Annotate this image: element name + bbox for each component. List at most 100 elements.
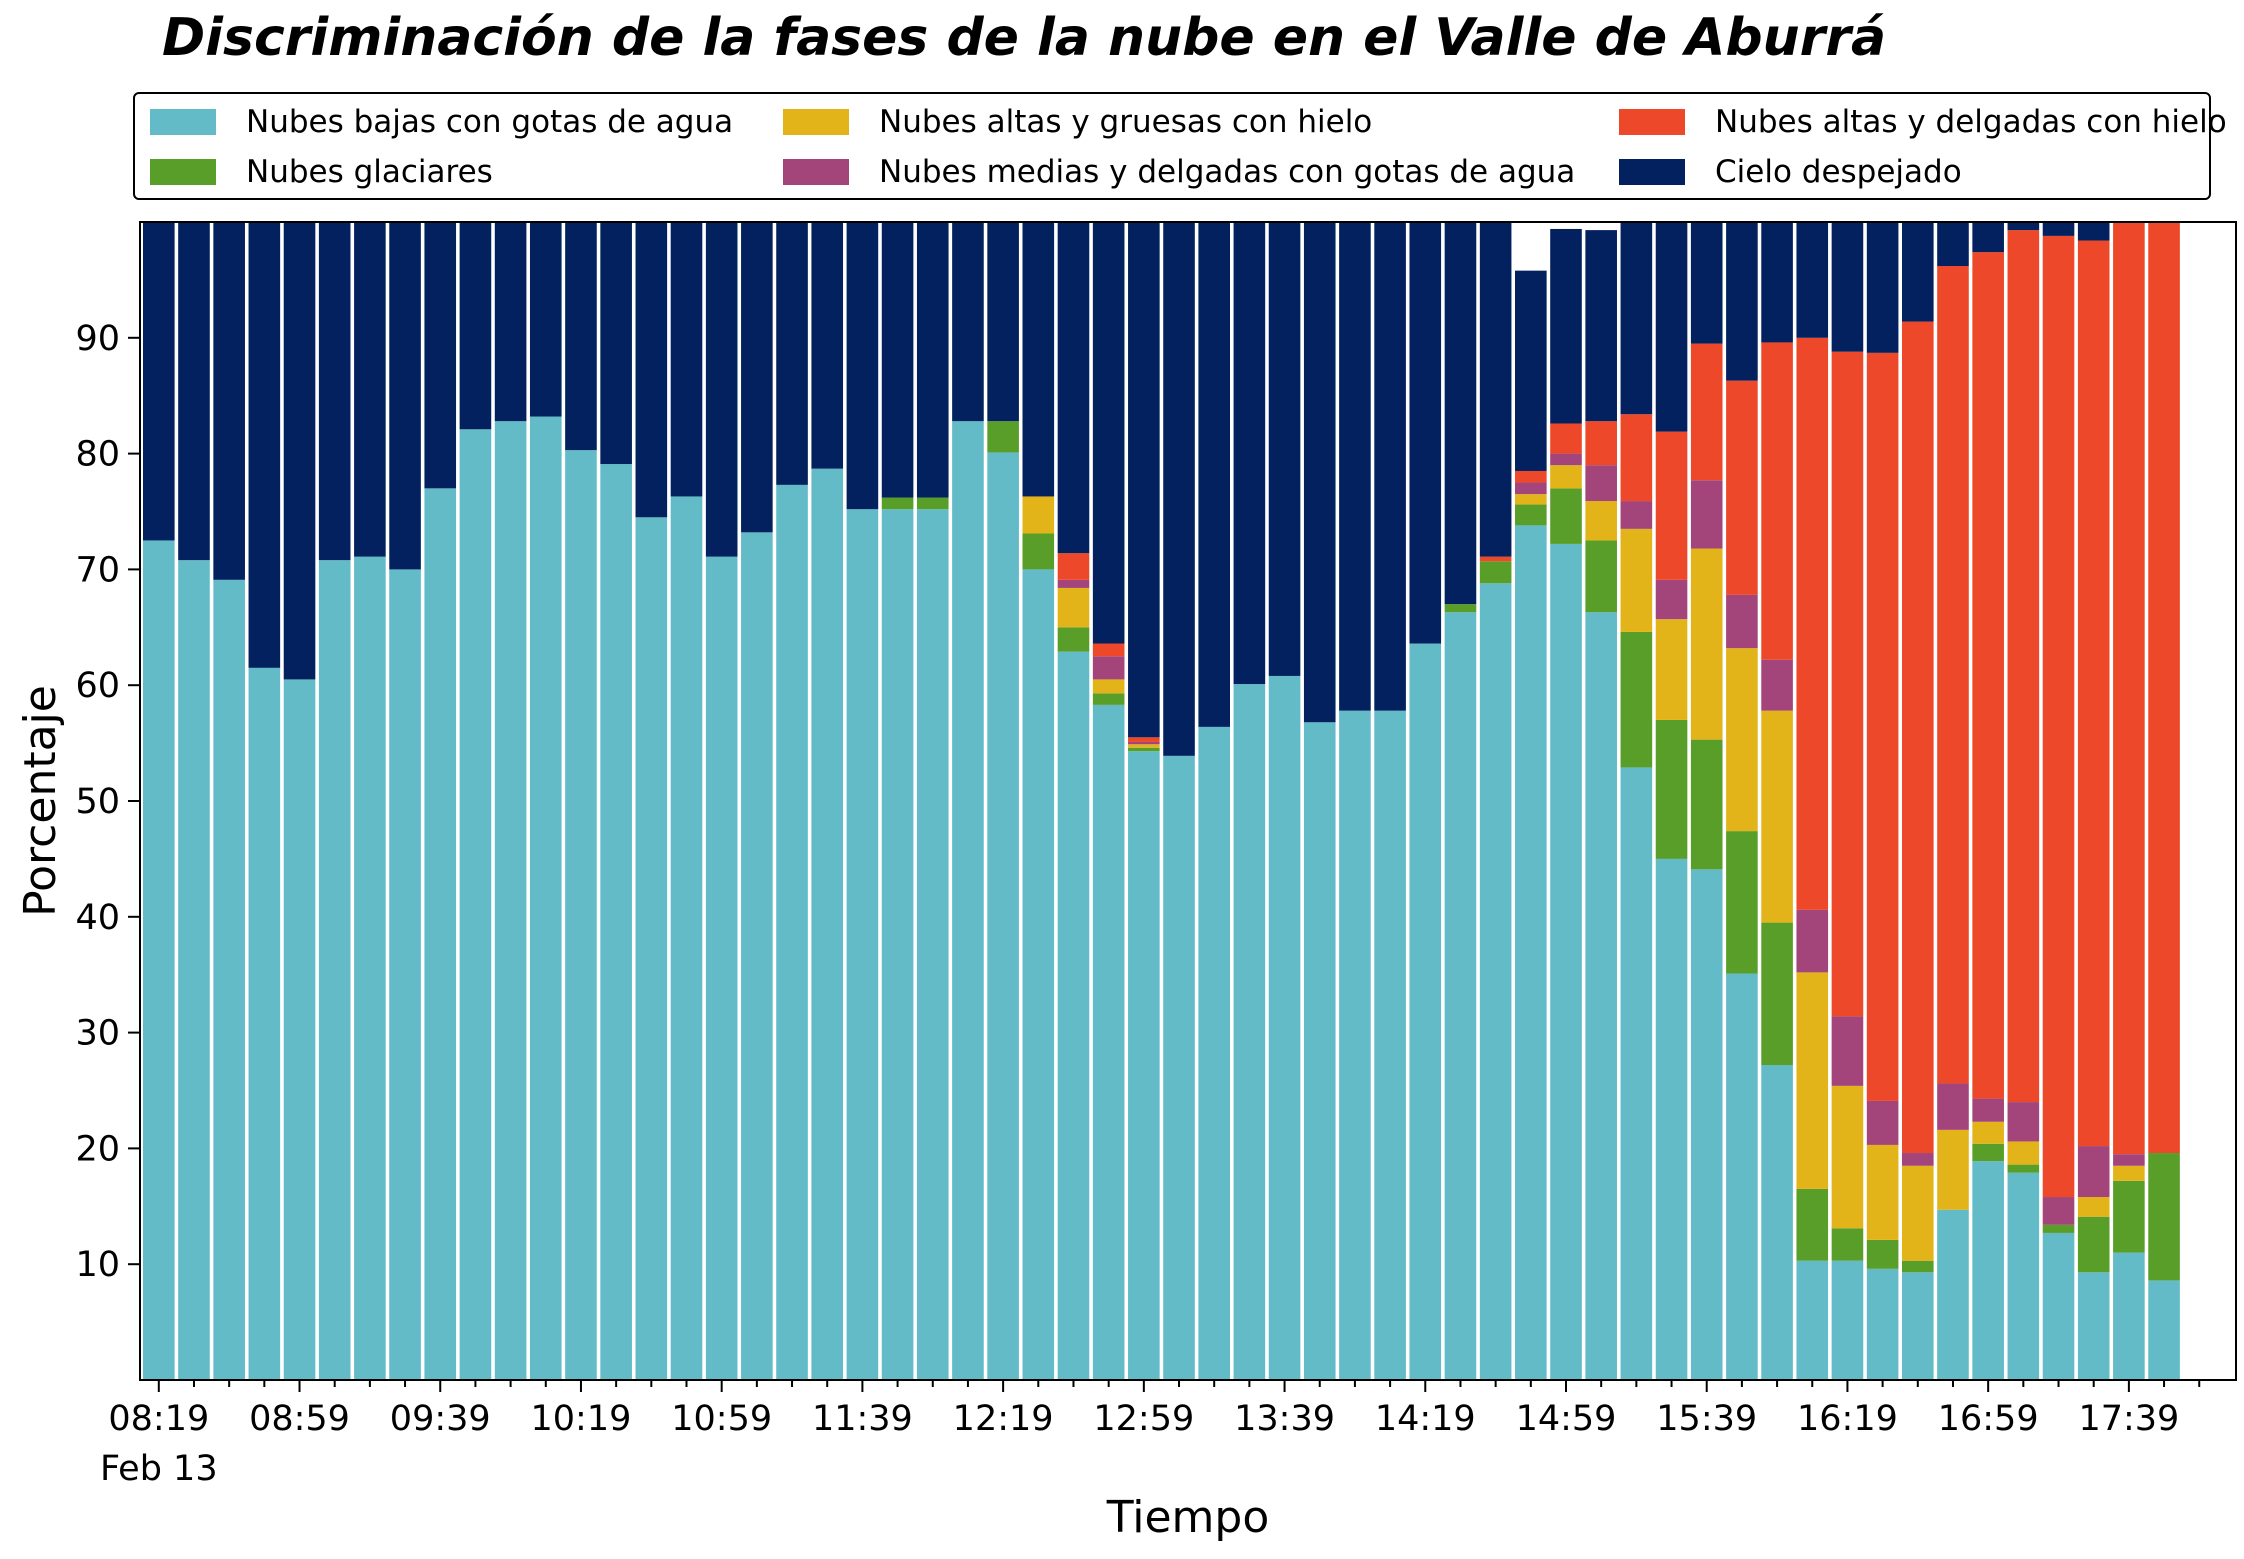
x-tick-label: 16:19 xyxy=(1797,1399,1898,1439)
bar-segment xyxy=(1690,739,1723,870)
bar-segment xyxy=(1972,222,2004,253)
bar-segment xyxy=(1831,1085,1864,1229)
x-tick-label: 12:19 xyxy=(953,1399,1054,1439)
bar-segment xyxy=(1303,722,1336,1380)
bar-segment xyxy=(1550,228,1582,424)
bar-segment xyxy=(1057,651,1090,1380)
bar-segment xyxy=(1057,579,1090,588)
bar-segment xyxy=(1972,1121,2004,1144)
bar-segment xyxy=(1092,693,1125,705)
bar-segment xyxy=(1690,480,1723,549)
bar-segment xyxy=(1092,643,1125,657)
bar-segment xyxy=(916,222,949,498)
bar-segment xyxy=(1972,1161,2004,1380)
bar-segment xyxy=(1550,488,1582,544)
bar-segment xyxy=(1198,726,1230,1380)
bar-segment xyxy=(1585,465,1617,502)
y-tick-label: 50 xyxy=(75,782,120,822)
bar-segment xyxy=(2077,1197,2110,1217)
bar-segment xyxy=(1796,909,1829,973)
legend-item: Nubes medias y delgadas con gotas de agu… xyxy=(783,152,1575,192)
x-axis-label: Tiempo xyxy=(1106,1492,1270,1543)
x-tick-label: 17:39 xyxy=(2078,1399,2179,1439)
bar-segment xyxy=(1585,501,1617,541)
bar-segment xyxy=(2113,1165,2145,1181)
bars xyxy=(143,222,2180,1381)
legend-swatch xyxy=(1619,159,1685,185)
bar-segment xyxy=(1550,423,1582,454)
bar-segment xyxy=(1761,710,1793,923)
y-tick-label: 60 xyxy=(75,666,120,706)
legend-swatch xyxy=(783,159,849,185)
bar-segment xyxy=(1655,579,1688,620)
bar-segment xyxy=(1902,1272,1934,1380)
bar-segment xyxy=(705,556,738,1380)
y-tick-label: 30 xyxy=(75,1014,120,1054)
bar-segment xyxy=(459,222,492,430)
bar-segment xyxy=(1303,222,1336,723)
bar-segment xyxy=(952,222,984,422)
x-tick-label: 13:39 xyxy=(1234,1399,1335,1439)
bar-segment xyxy=(987,222,1019,422)
bar-segment xyxy=(1866,222,1899,353)
bar-segment xyxy=(1902,222,1934,322)
legend-label: Nubes medias y delgadas con gotas de agu… xyxy=(879,154,1576,190)
x-tick-label: 08:19 xyxy=(108,1399,209,1439)
bar-segment xyxy=(248,222,281,668)
bar-segment xyxy=(494,421,527,1380)
bar-segment xyxy=(1937,222,1969,266)
bar-segment xyxy=(2148,1153,2180,1281)
legend-label: Cielo despejado xyxy=(1715,154,1962,190)
bar-segment xyxy=(1128,737,1160,742)
bar-segment xyxy=(2148,1280,2180,1380)
bar-segment xyxy=(1198,222,1230,727)
bar-segment xyxy=(1022,533,1055,570)
bar-segment xyxy=(1761,659,1793,711)
bar-segment xyxy=(1831,1016,1864,1086)
bar-segment xyxy=(283,679,316,1380)
bar-segment xyxy=(1620,501,1653,529)
legend-item: Nubes bajas con gotas de agua xyxy=(150,102,733,142)
x-tick-label: 12:59 xyxy=(1093,1399,1194,1439)
bar-segment xyxy=(1726,222,1758,381)
bar-segment xyxy=(1866,1268,1899,1380)
bar-segment xyxy=(1831,1228,1864,1261)
legend-item: Nubes glaciares xyxy=(150,152,493,192)
bar-segment xyxy=(565,222,597,451)
bar-segment xyxy=(389,222,421,570)
bar-segment xyxy=(2007,1102,2040,1142)
bar-segment xyxy=(1585,540,1617,613)
bar-segment xyxy=(1550,543,1582,1380)
bar-segment xyxy=(1690,869,1723,1380)
bar-segment xyxy=(1690,343,1723,481)
x-tick-label: 14:19 xyxy=(1375,1399,1476,1439)
bar-segment xyxy=(776,222,808,485)
bar-segment xyxy=(1339,222,1371,711)
bar-segment xyxy=(1268,222,1301,676)
bar-segment xyxy=(987,421,1019,453)
bar-segment xyxy=(1479,561,1512,584)
bar-segment xyxy=(1831,351,1864,1017)
bar-segment xyxy=(248,667,281,1380)
bar-segment xyxy=(1444,612,1477,1380)
y-axis-label: Porcentaje xyxy=(15,685,66,917)
bar-segment xyxy=(318,222,351,561)
bar-segment xyxy=(1655,858,1688,1380)
bar-segment xyxy=(1761,222,1793,343)
bar-segment xyxy=(670,496,703,1380)
x-date-label: Feb 13 xyxy=(100,1449,218,1489)
y-tick-label: 10 xyxy=(75,1245,120,1285)
x-tick-label: 14:59 xyxy=(1516,1399,1617,1439)
x-tick-label: 08:59 xyxy=(249,1399,350,1439)
x-tick-label: 10:59 xyxy=(671,1399,772,1439)
bar-segment xyxy=(881,509,914,1380)
bar-segment xyxy=(2007,1141,2040,1165)
bar-segment xyxy=(1585,230,1617,422)
bar-segment xyxy=(916,509,949,1380)
bar-segment xyxy=(2113,1252,2145,1380)
bar-segment xyxy=(1726,380,1758,595)
bar-segment xyxy=(1444,222,1477,605)
bar-segment xyxy=(1092,679,1125,694)
bar-segment xyxy=(1585,612,1617,1380)
bar-segment xyxy=(213,222,245,580)
